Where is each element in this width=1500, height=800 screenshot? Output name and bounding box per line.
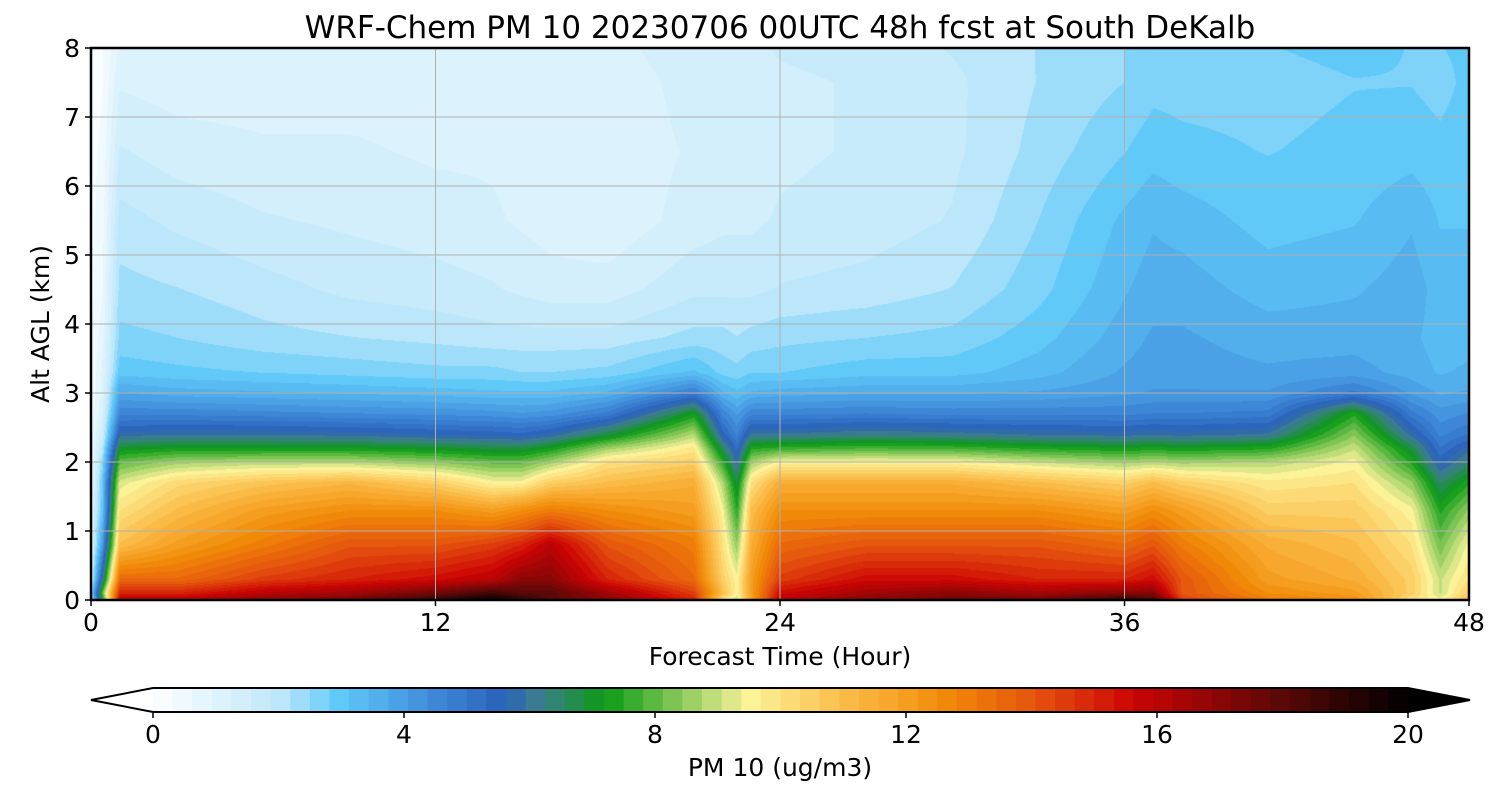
colorbar-level [1172,688,1193,712]
y-tick-label: 1 [64,517,80,546]
colorbar-level [1270,688,1291,712]
colorbar-level [564,688,586,712]
y-tick-label: 5 [64,241,80,270]
colorbar-level [1251,688,1272,712]
colorbar-level [1074,688,1095,712]
colorbar-level [1133,688,1154,712]
y-tick-label: 7 [64,103,80,132]
colorbar-tick-label: 20 [1392,720,1424,749]
y-tick-label: 8 [64,34,80,63]
colorbar-label: PM 10 (ug/m3) [688,753,872,782]
colorbar-level [662,688,684,712]
x-tick-label: 0 [83,608,99,637]
colorbar-level [780,688,801,712]
colorbar-level [309,688,331,712]
colorbar-level [1290,688,1311,712]
y-axis-ticks: 0 1 2 3 4 5 6 7 8 [64,34,91,615]
colorbar-level [643,688,664,712]
colorbar-level [1329,688,1350,712]
colorbar-level [1015,688,1037,712]
colorbar-level [290,688,311,712]
colorbar-tick-label: 8 [647,720,663,749]
y-tick-label: 2 [64,448,80,477]
y-tick-label: 3 [64,379,80,408]
colorbar-level [858,688,880,712]
colorbar-level [956,688,978,712]
colorbar-level [545,688,566,712]
colorbar-level [1349,688,1370,712]
colorbar-level [153,688,174,712]
colorbar-level [721,688,742,712]
x-tick-label: 36 [1109,608,1141,637]
colorbar-level [976,688,997,712]
colorbar-level [702,688,723,712]
colorbar-tick-label: 0 [145,720,161,749]
y-tick-label: 0 [64,586,80,615]
colorbar-level [741,688,762,712]
colorbar-level [1368,688,1389,712]
colorbar-level [1211,688,1233,712]
y-axis-label: Alt AGL (km) [26,245,55,403]
y-tick-label: 4 [64,310,80,339]
colorbar-level [819,688,840,712]
colorbar-level [682,688,703,712]
colorbar-level [1231,688,1252,712]
x-tick-label: 12 [420,608,452,637]
x-axis-ticks: 0 12 24 36 48 [83,600,1485,637]
y-gridlines [91,116,1469,532]
colorbar-level [937,688,958,712]
colorbar-ticks: 0 4 8 12 16 20 [145,712,1424,749]
colorbar-level [839,688,860,712]
colorbar-level [1094,688,1115,712]
colorbar-tick-label: 12 [890,720,922,749]
colorbar-level [505,688,527,712]
colorbar-level [407,688,429,712]
chart-title: WRF-Chem PM 10 20230706 00UTC 48h fcst a… [305,10,1256,46]
y-tick-label: 6 [64,172,80,201]
colorbar-level [388,688,409,712]
x-tick-label: 24 [764,608,796,637]
x-tick-label: 48 [1453,608,1485,637]
colorbar-level [270,688,291,712]
colorbar-level [1035,688,1056,712]
colorbar-level [368,688,389,712]
colorbar-extend-high [1408,688,1470,712]
colorbar-tick-label: 16 [1141,720,1173,749]
colorbar-level [251,688,272,712]
colorbar-level [329,688,350,712]
colorbar-level [172,688,193,712]
colorbar-level [623,688,644,712]
colorbar-level [466,688,487,712]
colorbar-level [231,688,252,712]
colorbar-level [1055,688,1076,712]
colorbar-level [898,688,919,712]
colorbar-level [447,688,468,712]
x-axis-label: Forecast Time (Hour) [649,642,912,671]
colorbar-level [1388,688,1409,712]
colorbar-level [760,688,782,712]
colorbar-level [800,688,821,712]
colorbar-level [584,688,605,712]
colorbar-level [917,688,938,712]
colorbar-level [1309,688,1331,712]
colorbar-level [486,688,507,712]
colorbar-level [1113,688,1135,712]
colorbar-level [604,688,625,712]
colorbar-level [525,688,546,712]
colorbar-level [1192,688,1213,712]
colorbar-level [192,688,213,712]
colorbar-level [349,688,370,712]
colorbar-level [996,688,1017,712]
colorbar-level [427,688,448,712]
colorbar [90,687,1471,713]
colorbar-extend-low [91,688,153,712]
colorbar-level [211,688,233,712]
colorbar-level [878,688,899,712]
colorbar-tick-label: 4 [396,720,412,749]
colorbar-level [1153,688,1174,712]
